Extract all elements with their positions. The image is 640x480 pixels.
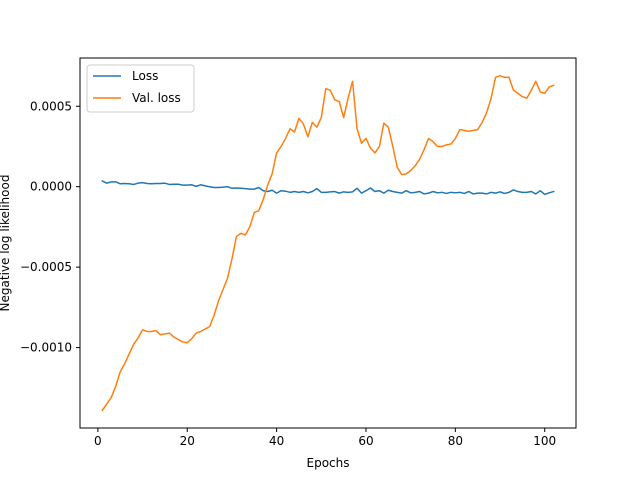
x-tick-label: 0 — [94, 434, 102, 448]
y-axis-label: Negative log likelihood — [0, 175, 12, 312]
plot-area — [79, 57, 577, 429]
x-tick-label: 40 — [269, 434, 284, 448]
y-tick-label: −0.0005 — [20, 260, 72, 274]
y-tick-label: −0.0010 — [20, 341, 72, 355]
series-group — [101, 74, 555, 412]
x-ticks: 0 20 40 60 80 100 — [94, 428, 556, 448]
series-line-val-loss — [101, 74, 555, 412]
legend-label-val-loss: Val. loss — [132, 91, 181, 105]
x-tick-label: 20 — [180, 434, 195, 448]
y-tick-label: 0.0000 — [30, 180, 72, 194]
x-tick-label: 80 — [448, 434, 463, 448]
y-ticks: −0.0010 −0.0005 0.0000 0.0005 — [20, 99, 80, 355]
axes-frame — [79, 57, 577, 429]
legend: Loss Val. loss — [86, 64, 195, 113]
series-line-loss — [101, 180, 555, 196]
legend-label-loss: Loss — [132, 69, 158, 83]
x-tick-label: 100 — [533, 434, 556, 448]
y-tick-label: 0.0005 — [30, 99, 72, 113]
x-tick-label: 60 — [358, 434, 373, 448]
x-axis-label: Epochs — [307, 456, 350, 470]
